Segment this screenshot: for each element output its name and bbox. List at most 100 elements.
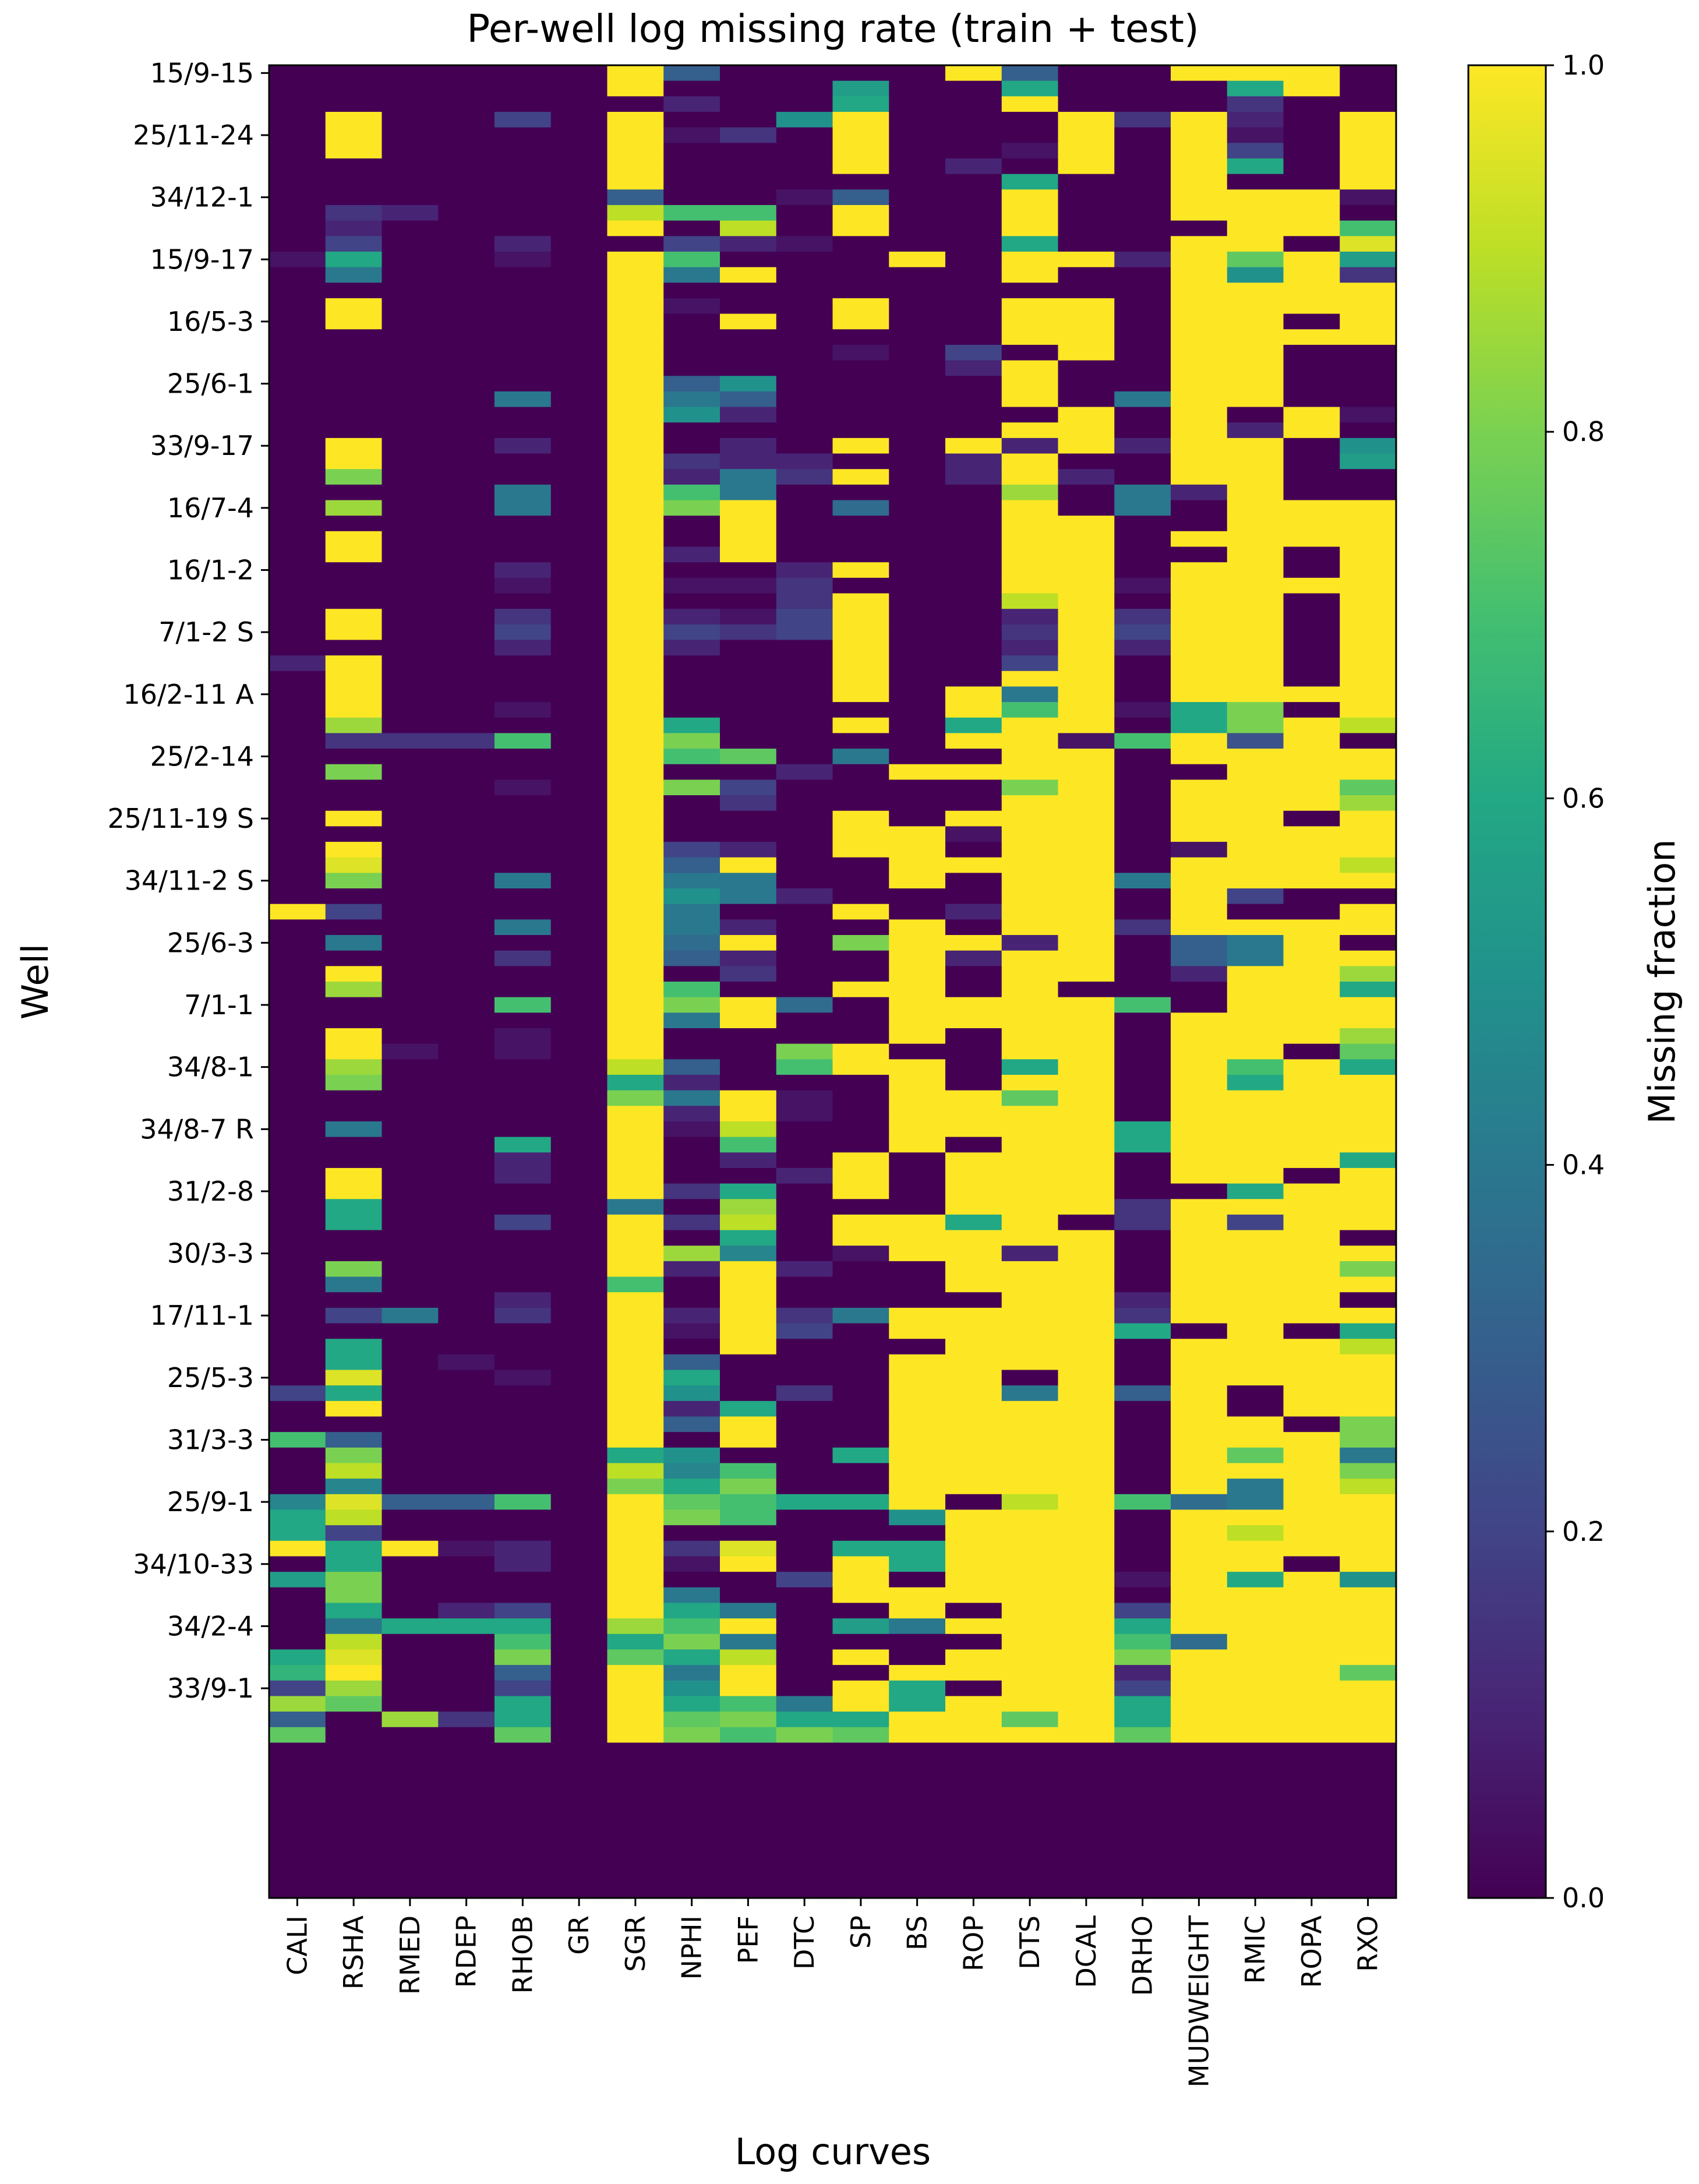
- heatmap-cell: [1283, 1447, 1340, 1464]
- heatmap-cell: [382, 919, 439, 936]
- heatmap-cell: [889, 546, 946, 563]
- heatmap-cell: [776, 810, 833, 827]
- heatmap-cell: [607, 313, 664, 330]
- heatmap-cell: [382, 298, 439, 315]
- heatmap-cell: [1114, 1882, 1171, 1899]
- heatmap-cell: [1001, 1137, 1059, 1153]
- heatmap-cell: [945, 935, 1002, 951]
- heatmap-cell: [382, 1137, 439, 1153]
- heatmap-cell: [1227, 1121, 1284, 1138]
- heatmap-cell: [325, 1354, 383, 1371]
- heatmap-cell: [269, 1230, 326, 1246]
- heatmap-cell: [269, 1603, 326, 1619]
- heatmap-cell: [776, 469, 833, 485]
- heatmap-cell: [889, 1556, 946, 1572]
- heatmap-cell: [776, 531, 833, 548]
- heatmap-cell: [1114, 516, 1171, 532]
- heatmap-cell: [325, 935, 383, 951]
- heatmap-cell: [382, 1618, 439, 1635]
- heatmap-cell: [325, 1525, 383, 1541]
- heatmap-cell: [1171, 1246, 1228, 1262]
- heatmap-cell: [325, 950, 383, 966]
- heatmap-cell: [1171, 174, 1228, 190]
- heatmap-cell: [550, 267, 608, 283]
- heatmap-cell: [382, 204, 439, 221]
- heatmap-cell: [1340, 422, 1397, 439]
- curve-tick-label: PEF: [732, 1915, 764, 1964]
- heatmap-cell: [1340, 1106, 1397, 1122]
- colorbar-frame: [1467, 64, 1547, 1899]
- heatmap-cell: [382, 80, 439, 97]
- heatmap-cell: [1058, 220, 1115, 237]
- heatmap-cell: [382, 516, 439, 532]
- heatmap-cell: [832, 593, 889, 609]
- heatmap-cell: [1114, 1463, 1171, 1479]
- heatmap-cell: [1171, 1603, 1228, 1619]
- heatmap-cell: [494, 593, 552, 609]
- heatmap-cell: [776, 174, 833, 190]
- heatmap-cell: [1283, 1882, 1340, 1899]
- heatmap-cell: [1001, 546, 1059, 563]
- heatmap-cell: [494, 484, 552, 501]
- heatmap-cell: [269, 1167, 326, 1184]
- heatmap-cell: [1171, 376, 1228, 392]
- heatmap-cell: [945, 391, 1002, 408]
- heatmap-cell: [607, 1370, 664, 1386]
- heatmap-cell: [1001, 1665, 1059, 1681]
- heatmap-cell: [1114, 1820, 1171, 1836]
- heatmap-cell: [1227, 484, 1284, 501]
- heatmap-cell: [1114, 1028, 1171, 1045]
- well-tick-label: 16/7-4: [167, 492, 254, 524]
- heatmap-cell: [438, 1494, 495, 1511]
- heatmap-cell: [1114, 919, 1171, 936]
- heatmap-cell: [607, 749, 664, 765]
- heatmap-cell: [1058, 1572, 1115, 1588]
- heatmap-cell: [663, 158, 720, 175]
- heatmap-cell: [438, 1385, 495, 1402]
- heatmap-cell: [1227, 1587, 1284, 1604]
- heatmap-cell: [550, 1633, 608, 1650]
- heatmap-cell: [1171, 779, 1228, 796]
- heatmap-cell: [382, 686, 439, 703]
- heatmap-cell: [325, 1649, 383, 1666]
- heatmap-cell: [1171, 1059, 1228, 1075]
- heatmap-cell: [945, 1214, 1002, 1231]
- heatmap-cell: [832, 997, 889, 1013]
- heatmap-cell: [269, 1152, 326, 1169]
- heatmap-cell: [945, 779, 1002, 796]
- heatmap-cell: [1001, 1820, 1059, 1836]
- heatmap-cell: [720, 950, 777, 966]
- heatmap-cell: [1114, 1758, 1171, 1774]
- heatmap-cell: [550, 251, 608, 268]
- heatmap-cell: [494, 1416, 552, 1433]
- heatmap-cell: [1114, 1167, 1171, 1184]
- heatmap-cell: [607, 1012, 664, 1029]
- y-axis-label: Well: [14, 944, 56, 1019]
- heatmap-cell: [1227, 1261, 1284, 1278]
- heatmap-cell: [382, 1167, 439, 1184]
- heatmap-cell: [1340, 453, 1397, 470]
- heatmap-cell: [663, 1400, 720, 1417]
- heatmap-cell: [382, 127, 439, 143]
- heatmap-cell: [889, 888, 946, 905]
- heatmap-cell: [776, 1727, 833, 1743]
- heatmap-cell: [494, 982, 552, 998]
- heatmap-cell: [1283, 624, 1340, 641]
- heatmap-cell: [438, 1059, 495, 1075]
- heatmap-cell: [776, 344, 833, 361]
- heatmap-cell: [663, 1261, 720, 1278]
- heatmap-cell: [1001, 779, 1059, 796]
- heatmap-cell: [550, 702, 608, 718]
- heatmap-cell: [269, 1494, 326, 1511]
- heatmap-cell: [1340, 111, 1397, 128]
- heatmap-cell: [1171, 1696, 1228, 1712]
- heatmap-cell: [889, 500, 946, 516]
- heatmap-cell: [663, 1649, 720, 1666]
- heatmap-cell: [1283, 1789, 1340, 1805]
- heatmap-cell: [550, 1680, 608, 1697]
- heatmap-cell: [382, 1400, 439, 1417]
- heatmap-cell: [269, 1106, 326, 1122]
- heatmap-cell: [550, 1074, 608, 1091]
- heatmap-cell: [269, 1261, 326, 1278]
- heatmap-cell: [1114, 204, 1171, 221]
